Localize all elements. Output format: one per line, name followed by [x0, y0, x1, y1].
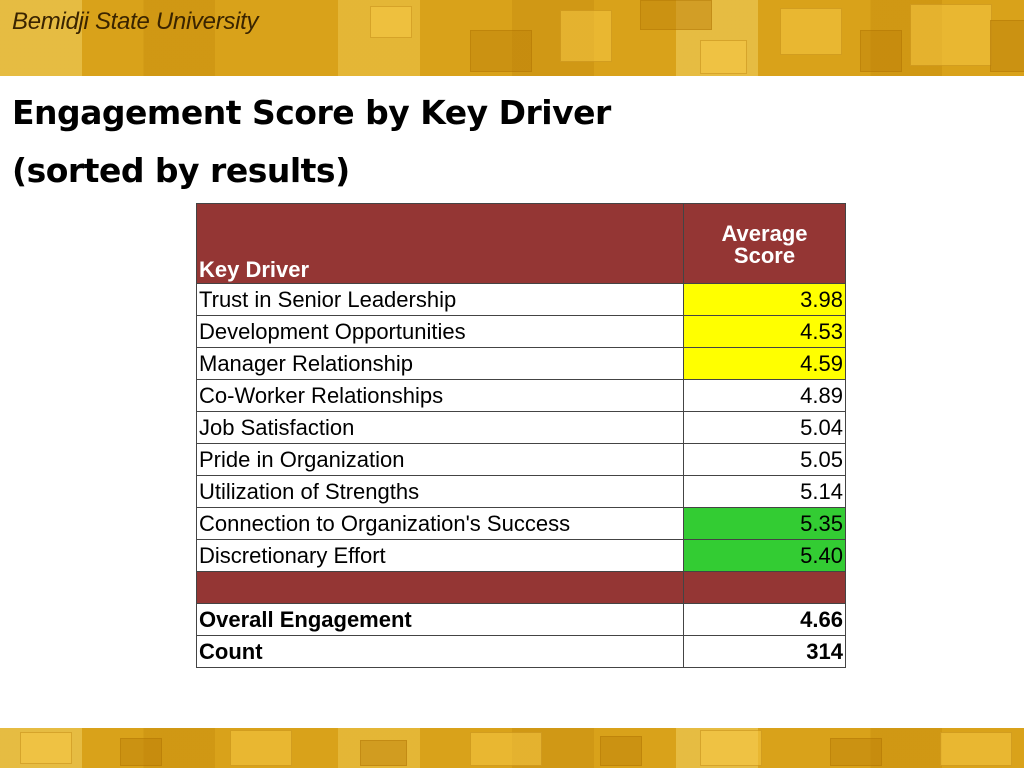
table-row: Pride in Organization 5.05	[196, 443, 846, 476]
overall-engagement-row: Overall Engagement 4.66	[196, 603, 846, 636]
average-score-cell: 5.05	[683, 443, 846, 476]
key-driver-cell: Job Satisfaction	[196, 411, 684, 444]
table-row: Co-Worker Relationships 4.89	[196, 379, 846, 412]
footer-band	[0, 728, 1024, 768]
average-score-cell: 3.98	[683, 283, 846, 316]
driver-rows: Trust in Senior Leadership 3.98 Developmen…	[196, 283, 846, 572]
key-driver-cell: Connection to Organization's Success	[196, 507, 684, 540]
overall-engagement-label: Overall Engagement	[196, 603, 684, 636]
key-driver-cell: Manager Relationship	[196, 347, 684, 380]
table-row: Connection to Organization's Success 5.35	[196, 507, 846, 540]
count-label: Count	[196, 635, 684, 668]
engagement-table: Key Driver Average Score Trust in Senior…	[196, 203, 846, 668]
average-score-cell: 5.35	[683, 507, 846, 540]
average-score-cell: 5.04	[683, 411, 846, 444]
page-title: Engagement Score by Key Driver (sorted b…	[12, 84, 611, 200]
key-driver-cell: Utilization of Strengths	[196, 475, 684, 508]
table-row: Development Opportunities 4.53	[196, 315, 846, 348]
average-score-header-line-2: Score	[733, 242, 796, 268]
table-row: Job Satisfaction 5.04	[196, 411, 846, 444]
overall-engagement-value: 4.66	[683, 603, 846, 636]
count-value: 314	[683, 635, 846, 668]
key-driver-cell: Discretionary Effort	[196, 539, 684, 572]
key-driver-cell: Co-Worker Relationships	[196, 379, 684, 412]
header-band: Bemidji State University	[0, 0, 1024, 76]
key-driver-cell: Development Opportunities	[196, 315, 684, 348]
separator-row	[196, 571, 846, 604]
average-score-cell: 5.40	[683, 539, 846, 572]
key-driver-cell: Trust in Senior Leadership	[196, 283, 684, 316]
average-score-header: Average Score	[683, 203, 846, 284]
table-row: Utilization of Strengths 5.14	[196, 475, 846, 508]
title-line-1: Engagement Score by Key Driver	[12, 93, 611, 132]
table-row: Trust in Senior Leadership 3.98	[196, 283, 846, 316]
average-score-cell: 4.89	[683, 379, 846, 412]
average-score-cell: 4.53	[683, 315, 846, 348]
average-score-cell: 5.14	[683, 475, 846, 508]
table-header-row: Key Driver Average Score	[196, 203, 846, 284]
table-row: Manager Relationship 4.59	[196, 347, 846, 380]
separator-cell	[196, 571, 684, 604]
average-score-cell: 4.59	[683, 347, 846, 380]
table-row: Discretionary Effort 5.40	[196, 539, 846, 572]
count-row: Count 314	[196, 635, 846, 668]
title-line-2: (sorted by results)	[12, 151, 350, 190]
average-score-header-line-1: Average	[721, 220, 808, 246]
separator-cell	[683, 571, 846, 604]
university-name: Bemidji State University	[12, 8, 259, 35]
key-driver-header: Key Driver	[196, 203, 684, 284]
key-driver-cell: Pride in Organization	[196, 443, 684, 476]
